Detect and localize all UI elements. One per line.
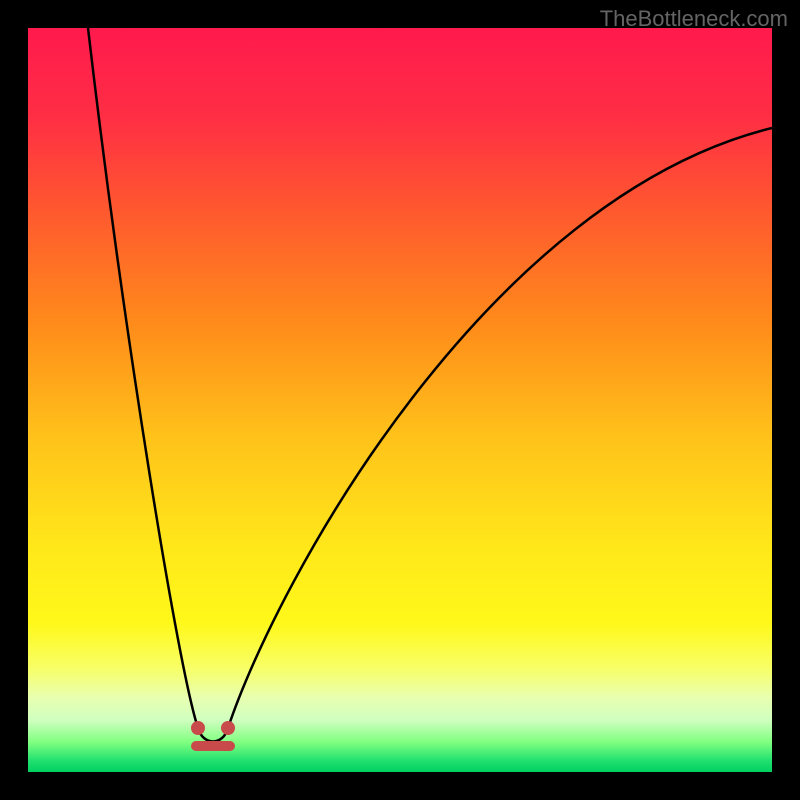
canvas: TheBottleneck.com bbox=[0, 0, 800, 800]
valley-markers bbox=[191, 721, 235, 735]
watermark-text: TheBottleneck.com bbox=[600, 6, 788, 32]
valley-marker bbox=[221, 721, 235, 735]
curve-layer bbox=[28, 28, 772, 772]
plot-area bbox=[28, 28, 772, 772]
bottleneck-curve bbox=[88, 28, 772, 742]
valley-marker bbox=[191, 721, 205, 735]
